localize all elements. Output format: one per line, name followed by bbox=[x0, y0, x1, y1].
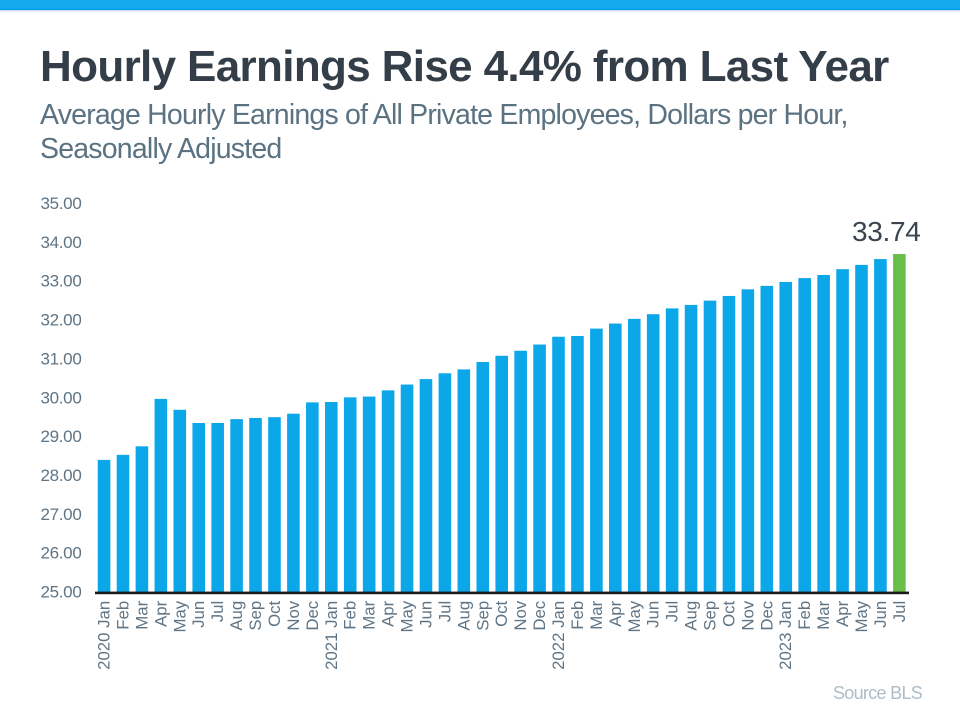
svg-text:30.00: 30.00 bbox=[40, 388, 81, 407]
svg-text:Apr: Apr bbox=[151, 600, 170, 627]
svg-text:Oct: Oct bbox=[492, 600, 511, 626]
svg-text:Sep: Sep bbox=[246, 601, 265, 631]
svg-text:Jul: Jul bbox=[890, 601, 909, 622]
svg-text:Jun: Jun bbox=[871, 601, 890, 628]
svg-text:Dec: Dec bbox=[757, 601, 776, 631]
svg-text:Jun: Jun bbox=[416, 601, 435, 628]
svg-text:Oct: Oct bbox=[265, 600, 284, 626]
svg-text:Mar: Mar bbox=[587, 600, 606, 629]
svg-text:Jun: Jun bbox=[644, 601, 663, 628]
svg-text:31.00: 31.00 bbox=[40, 349, 81, 368]
svg-text:Jul: Jul bbox=[435, 601, 454, 622]
svg-text:27.00: 27.00 bbox=[40, 505, 81, 524]
svg-text:Jun: Jun bbox=[189, 601, 208, 628]
svg-text:Apr: Apr bbox=[833, 600, 852, 627]
svg-text:34.00: 34.00 bbox=[40, 233, 81, 252]
svg-text:Oct: Oct bbox=[719, 600, 738, 626]
svg-text:35.00: 35.00 bbox=[40, 194, 81, 213]
svg-text:Mar: Mar bbox=[814, 600, 833, 629]
svg-text:Feb: Feb bbox=[113, 601, 132, 630]
svg-text:2020 Jan: 2020 Jan bbox=[95, 601, 114, 670]
svg-text:May: May bbox=[852, 600, 871, 632]
svg-text:Aug: Aug bbox=[454, 601, 473, 631]
svg-text:Aug: Aug bbox=[227, 601, 246, 631]
svg-text:2021 Jan: 2021 Jan bbox=[322, 601, 341, 670]
svg-text:Dec: Dec bbox=[303, 601, 322, 631]
svg-text:Apr: Apr bbox=[606, 600, 625, 627]
svg-text:Nov: Nov bbox=[738, 600, 757, 630]
svg-text:Mar: Mar bbox=[360, 600, 379, 629]
svg-text:32.00: 32.00 bbox=[40, 311, 81, 330]
svg-text:Aug: Aug bbox=[682, 601, 701, 631]
svg-text:26.00: 26.00 bbox=[40, 544, 81, 563]
svg-text:2022 Jan: 2022 Jan bbox=[549, 601, 568, 670]
svg-text:Feb: Feb bbox=[568, 601, 587, 630]
svg-text:Jul: Jul bbox=[663, 601, 682, 622]
svg-text:33.00: 33.00 bbox=[40, 272, 81, 291]
svg-text:29.00: 29.00 bbox=[40, 427, 81, 446]
svg-text:May: May bbox=[170, 600, 189, 632]
svg-text:May: May bbox=[398, 600, 417, 632]
svg-text:25.00: 25.00 bbox=[40, 583, 81, 602]
svg-text:Jul: Jul bbox=[208, 601, 227, 622]
svg-text:Apr: Apr bbox=[379, 600, 398, 627]
svg-text:Mar: Mar bbox=[132, 600, 151, 629]
svg-text:Dec: Dec bbox=[530, 601, 549, 631]
svg-text:Feb: Feb bbox=[795, 601, 814, 630]
svg-text:Sep: Sep bbox=[473, 601, 492, 631]
svg-text:Nov: Nov bbox=[511, 600, 530, 630]
svg-text:May: May bbox=[625, 600, 644, 632]
svg-text:2023 Jan: 2023 Jan bbox=[776, 601, 795, 670]
svg-text:Sep: Sep bbox=[701, 601, 720, 631]
svg-text:28.00: 28.00 bbox=[40, 466, 81, 485]
svg-text:Nov: Nov bbox=[284, 600, 303, 630]
svg-text:Feb: Feb bbox=[341, 601, 360, 630]
